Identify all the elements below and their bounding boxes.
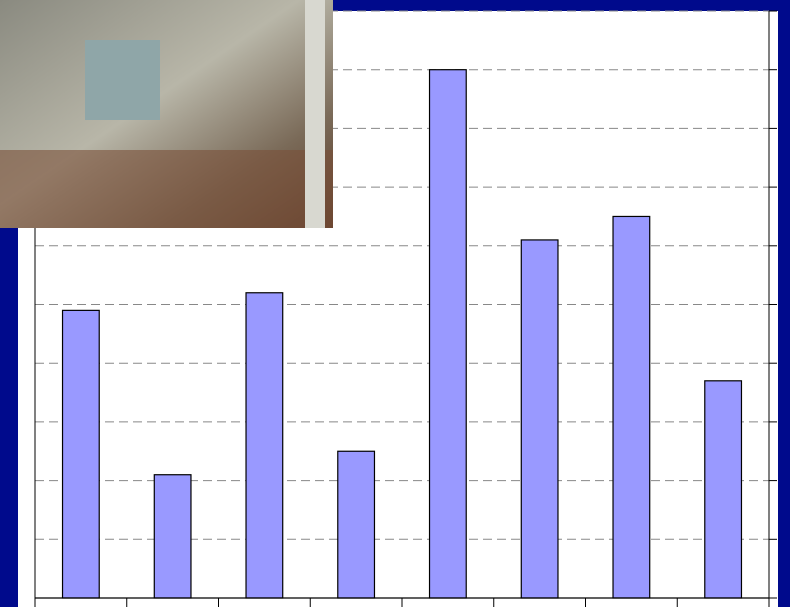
bar <box>428 69 467 599</box>
photo-ground <box>0 150 333 228</box>
photo-block <box>85 40 160 120</box>
bar <box>245 292 284 599</box>
marks <box>34 10 777 607</box>
photo <box>0 0 333 228</box>
bar <box>612 215 651 599</box>
bar <box>61 309 100 599</box>
bar <box>520 239 559 599</box>
photo-post <box>305 0 325 228</box>
bar <box>337 450 376 599</box>
bar <box>153 474 192 599</box>
bar <box>704 380 743 599</box>
